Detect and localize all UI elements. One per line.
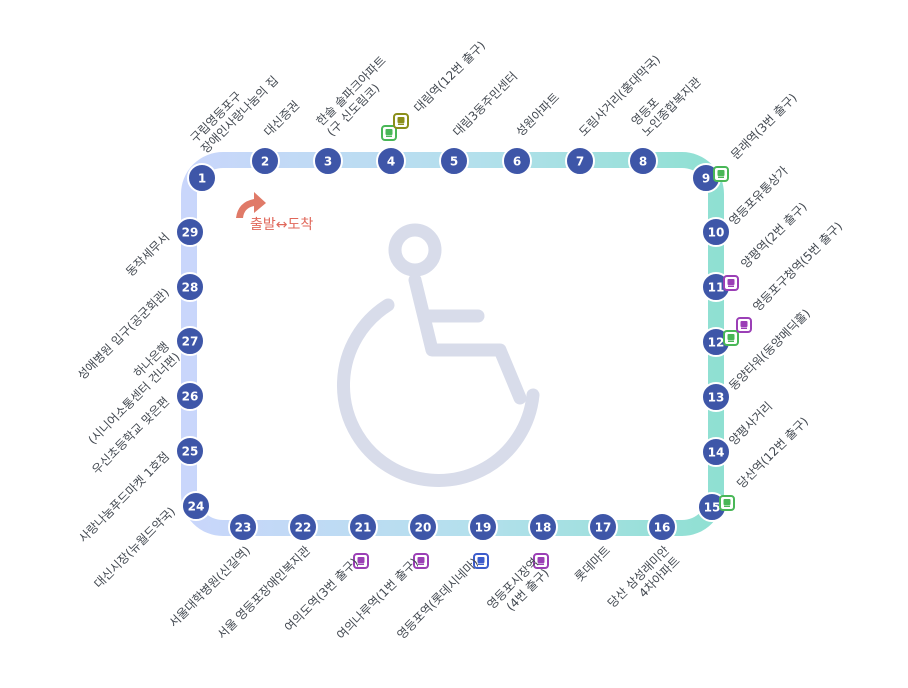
stop-label-line: 롯데마트 bbox=[572, 543, 613, 584]
stop-number: 28 bbox=[182, 281, 199, 295]
stop-marker bbox=[502, 146, 532, 176]
stop-marker bbox=[181, 491, 211, 521]
start-label: 출발↔도착 bbox=[250, 217, 313, 233]
stop-number: 11 bbox=[708, 281, 725, 295]
stop-label: 대신증권 bbox=[261, 98, 302, 139]
stop-number: 22 bbox=[295, 521, 312, 535]
stop-label: 성원아파트 bbox=[513, 90, 562, 139]
stop-label: 문래역(3번 출구) bbox=[728, 91, 799, 162]
stop-number: 17 bbox=[595, 521, 612, 535]
stop-label-line: 성원아파트 bbox=[513, 90, 562, 139]
stop-marker bbox=[175, 217, 205, 247]
stop-number: 19 bbox=[475, 521, 492, 535]
subway-line2-icon bbox=[713, 166, 729, 182]
stop-number: 12 bbox=[708, 336, 725, 350]
subway-line5-icon bbox=[413, 553, 429, 569]
stop-number: 14 bbox=[708, 446, 725, 460]
stop-number: 6 bbox=[513, 155, 521, 169]
stop-marker bbox=[701, 382, 731, 412]
stop-marker bbox=[408, 512, 438, 542]
subway-line1-icon bbox=[473, 553, 489, 569]
stop-marker bbox=[588, 512, 618, 542]
stop-number: 21 bbox=[355, 521, 372, 535]
stop-number: 10 bbox=[708, 226, 725, 240]
stop-label: 양평사거리 bbox=[726, 399, 775, 448]
stop-marker bbox=[313, 146, 343, 176]
stop-label: 대림3동주민센터 bbox=[450, 69, 520, 139]
stop-number: 4 bbox=[387, 155, 395, 169]
stop-marker bbox=[175, 381, 205, 411]
stop-marker bbox=[701, 437, 731, 467]
stop-number: 9 bbox=[702, 172, 710, 186]
stop-number: 23 bbox=[235, 521, 252, 535]
stop-number: 18 bbox=[535, 521, 552, 535]
stop-number: 24 bbox=[188, 500, 205, 514]
stop-marker bbox=[628, 146, 658, 176]
stop-number: 3 bbox=[324, 155, 332, 169]
stop-label-line: 영등포구청역(5번 출구) bbox=[750, 219, 845, 314]
stop-number: 5 bbox=[450, 155, 458, 169]
start-arrow-icon bbox=[236, 192, 266, 218]
stop-number: 15 bbox=[704, 501, 721, 515]
subway-line7-icon bbox=[393, 113, 409, 129]
stop-number: 13 bbox=[708, 391, 725, 405]
stop-label-line: 동작세무서 bbox=[123, 230, 172, 279]
subway-line5-icon bbox=[723, 275, 739, 291]
stop-marker bbox=[439, 146, 469, 176]
stop-number: 8 bbox=[639, 155, 647, 169]
stop-marker bbox=[528, 512, 558, 542]
subway-line2-icon bbox=[723, 330, 739, 346]
stop-marker bbox=[647, 512, 677, 542]
stop-label-line: 대림3동주민센터 bbox=[450, 69, 520, 139]
stop-marker bbox=[288, 512, 318, 542]
stop-label: 영등포구청역(5번 출구) bbox=[750, 219, 845, 314]
stop-marker bbox=[175, 326, 205, 356]
stop-marker bbox=[175, 436, 205, 466]
stop-number: 20 bbox=[415, 521, 432, 535]
subway-line2-icon bbox=[719, 495, 735, 511]
stop-label-line: 양평사거리 bbox=[726, 399, 775, 448]
wheelchair-icon bbox=[336, 223, 540, 487]
subway-line5-icon bbox=[736, 317, 752, 333]
stop-marker bbox=[701, 217, 731, 247]
stop-number: 25 bbox=[182, 445, 199, 459]
stop-number: 1 bbox=[198, 172, 206, 186]
stop-label-line: 문래역(3번 출구) bbox=[728, 91, 799, 162]
stop-marker bbox=[175, 272, 205, 302]
stop-number: 16 bbox=[654, 521, 671, 535]
stop-marker bbox=[250, 146, 280, 176]
subway-line5-icon bbox=[533, 553, 549, 569]
stop-label: 롯데마트 bbox=[572, 543, 613, 584]
stop-number: 26 bbox=[182, 390, 199, 404]
subway-line5-icon bbox=[353, 553, 369, 569]
stop-number: 29 bbox=[182, 226, 199, 240]
stop-label-line: 대신증권 bbox=[261, 98, 302, 139]
stop-marker bbox=[228, 512, 258, 542]
stop-number: 27 bbox=[182, 335, 199, 349]
stop-marker bbox=[565, 146, 595, 176]
subway-line2-icon bbox=[381, 125, 397, 141]
stop-marker bbox=[187, 163, 217, 193]
stop-marker bbox=[376, 146, 406, 176]
stop-marker bbox=[348, 512, 378, 542]
stop-marker bbox=[468, 512, 498, 542]
stop-number: 2 bbox=[261, 155, 269, 169]
stop-label: 동작세무서 bbox=[123, 230, 172, 279]
stop-number: 7 bbox=[576, 155, 584, 169]
